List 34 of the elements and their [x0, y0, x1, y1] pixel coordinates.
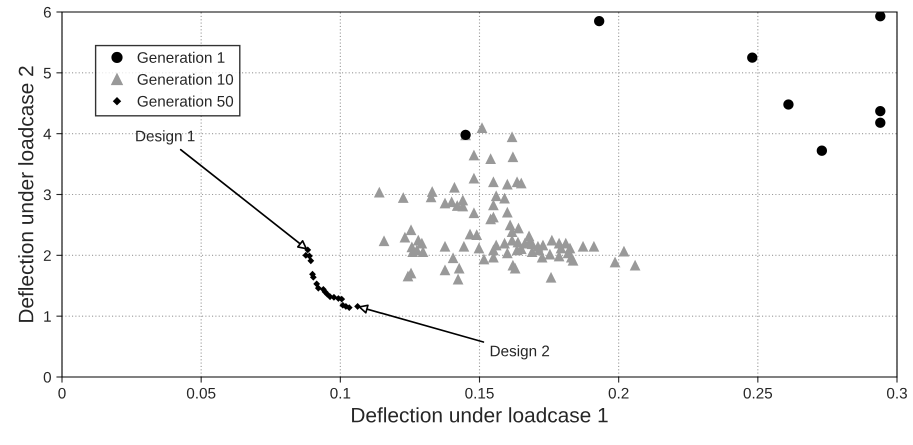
- point: [783, 99, 794, 110]
- point: [594, 16, 604, 26]
- legend-label: Generation 10: [138, 74, 234, 85]
- point: [875, 106, 886, 116]
- y-axis-title: Deflection under loadcase 2: [18, 66, 34, 322]
- x-axis-title: Deflection under loadcase 1: [352, 407, 608, 423]
- point: [354, 303, 361, 310]
- y-tick-label: 3: [44, 189, 51, 200]
- legend-label: Generation 1: [138, 52, 224, 63]
- y-tick-label: 1: [44, 311, 51, 322]
- point: [307, 257, 314, 264]
- x-tick-label: 0.05: [186, 388, 216, 399]
- x-tick-label: 0: [58, 388, 66, 399]
- point: [306, 252, 313, 260]
- point: [304, 246, 312, 254]
- annotation: Design 1: [136, 130, 195, 144]
- y-tick-label: 4: [43, 128, 52, 140]
- point: [314, 284, 322, 292]
- x-tick-label: 0.15: [465, 388, 494, 399]
- y-tick-label: 5: [44, 68, 51, 79]
- point: [313, 280, 320, 288]
- x-tick-label: 0.2: [608, 388, 629, 399]
- point: [875, 12, 886, 22]
- annotation: Design 2: [490, 345, 550, 360]
- legend-label: Generation 50: [138, 95, 234, 107]
- point: [875, 118, 886, 128]
- x-tick-label: 0.25: [744, 388, 772, 399]
- y-tick-label: 6: [44, 6, 51, 18]
- x-tick-label: 0.1: [330, 388, 350, 399]
- x-tick-label: 0.3: [886, 388, 907, 399]
- point: [816, 146, 827, 156]
- y-tick-label: 0: [44, 372, 51, 383]
- point: [747, 52, 758, 63]
- y-tick-label: 2: [44, 250, 51, 261]
